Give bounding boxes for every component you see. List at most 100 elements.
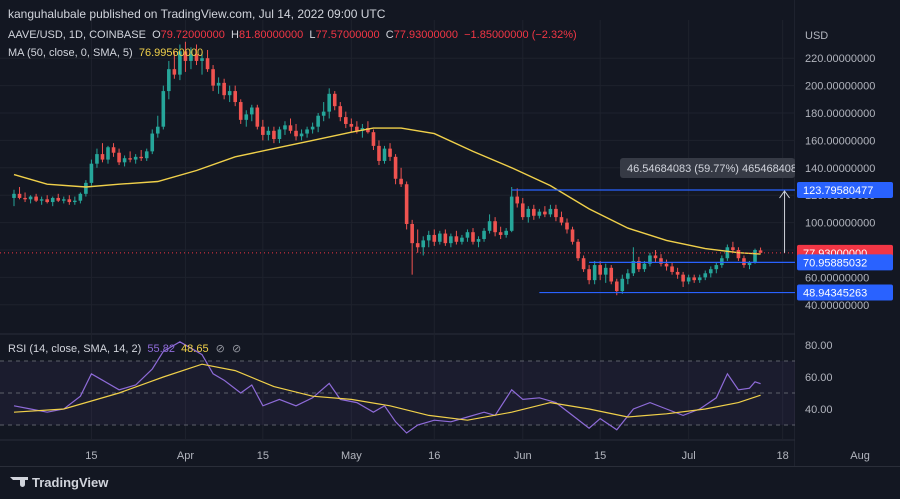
rsi-legend[interactable]: RSI (14, close, SMA, 14, 2) 55.82 48.65 … (8, 342, 241, 355)
candle-body (388, 148, 392, 157)
y-tick-label: 140.00000000 (805, 163, 875, 175)
measure-arrow-head (779, 190, 790, 199)
grid (0, 0, 900, 466)
candle-body (189, 54, 193, 61)
candle-body (227, 91, 232, 96)
candle (23, 192, 27, 203)
candle (592, 260, 597, 285)
candle (404, 181, 409, 230)
candle-body (327, 93, 332, 112)
candle (233, 85, 237, 107)
candle (332, 91, 337, 111)
candle-body (139, 156, 143, 159)
symbol-name: AAVE/USD, 1D, COINBASE (8, 29, 146, 41)
candle-body (294, 130, 298, 137)
candle (426, 230, 431, 248)
candle (272, 126, 276, 144)
candle-body (659, 258, 663, 264)
candle-body (648, 255, 652, 264)
candle-body (316, 115, 320, 127)
candle (393, 154, 398, 185)
candle (548, 204, 553, 218)
candle (39, 196, 44, 205)
candle-body (703, 273, 708, 278)
candle-body (714, 265, 719, 270)
candle-body (708, 269, 713, 274)
eye-off-icon[interactable]: ⊘ (215, 343, 225, 355)
candle (603, 263, 608, 283)
rsi-y-tick-label: 80.00 (805, 340, 833, 352)
candle (283, 121, 287, 135)
price-chart[interactable]: 46.54684083 (59.77%) 4654684083 15 Apr 15 M… (0, 0, 900, 466)
candle (620, 274, 625, 294)
candle (493, 217, 497, 237)
tradingview-logo-icon (10, 477, 28, 488)
price-pane: 46.54684083 (59.77%) 4654684083 (0, 41, 803, 296)
candle-body (509, 196, 514, 231)
candle (178, 44, 182, 81)
level-tag-bg (797, 284, 893, 301)
candle-body (515, 196, 520, 204)
candle-body (382, 148, 387, 161)
candle (609, 265, 614, 285)
candle-body (128, 158, 132, 160)
candle (443, 229, 448, 246)
candle-body (426, 234, 431, 241)
candle-body (476, 239, 481, 242)
candle (742, 255, 746, 268)
y-tick-label: 200.00000000 (805, 81, 875, 93)
candle (155, 115, 160, 138)
high-value: 81.80000000 (238, 29, 304, 41)
candle-body (205, 58, 210, 70)
candle (465, 229, 470, 242)
candle (84, 180, 88, 197)
candle-body (554, 208, 558, 218)
x-tick-label: Aug (850, 450, 870, 462)
candle (133, 154, 138, 164)
candle (344, 111, 348, 129)
x-tick-label: 15 (257, 450, 269, 462)
candle (34, 193, 38, 203)
candle-body (244, 114, 249, 120)
symbol-legend: AAVE/USD, 1D, COINBASE O79.72000000 H81.… (8, 29, 577, 41)
level-tag: 70.95885032 (803, 257, 867, 269)
candle (205, 49, 210, 72)
level-tag-bg (797, 181, 893, 198)
candle-body (332, 93, 337, 107)
candle (17, 186, 22, 200)
candle (498, 226, 503, 240)
ma-legend[interactable]: MA (50, close, 0, SMA, 5) 76.99560000 (8, 47, 203, 59)
tradingview-logo[interactable]: TradingView (10, 475, 108, 490)
candle-body (410, 223, 414, 244)
y-tick-label: 60.00000000 (805, 272, 869, 284)
candle (78, 192, 83, 204)
candle-body (742, 258, 746, 266)
eye-off-icon[interactable]: ⊘ (231, 343, 242, 355)
candle-body (532, 208, 536, 216)
level-tag-bg (797, 254, 893, 271)
candle (449, 233, 453, 248)
candle (659, 254, 663, 267)
candle (189, 47, 193, 70)
x-tick-label: 18 (777, 450, 789, 462)
candle-body (238, 102, 243, 120)
measure-label: 46.54684083 (59.77%) 4654684083 (627, 163, 803, 175)
candle (56, 193, 61, 203)
candle-body (670, 266, 674, 272)
candle-body (570, 229, 575, 242)
candle (338, 102, 343, 122)
candle (692, 274, 696, 283)
candle (587, 265, 591, 285)
candle (61, 196, 66, 204)
open-label: O (152, 29, 161, 41)
candle (543, 206, 547, 218)
candle-body (233, 91, 237, 103)
candle-body (377, 145, 381, 161)
candle (576, 239, 580, 261)
candle (637, 256, 641, 272)
candle-body (23, 197, 27, 200)
candle-body (73, 200, 77, 203)
x-tick-label: Apr (177, 450, 194, 462)
candle-body (17, 193, 22, 198)
candle-body (133, 156, 138, 160)
